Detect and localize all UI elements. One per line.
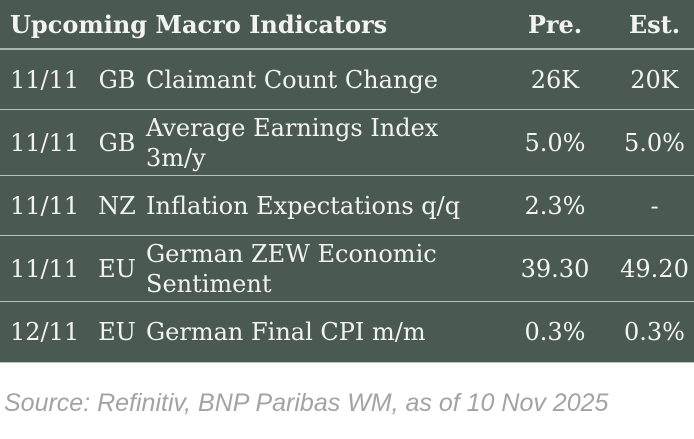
previous-value-cell: 26K <box>530 65 580 94</box>
date-cell: 11/11 <box>10 65 80 94</box>
estimate-value-cell: 20K <box>630 65 679 94</box>
previous-value-cell: 0.3% <box>524 318 586 346</box>
date-cell: 11/11 <box>10 191 80 220</box>
estimate-value-cell: 49.20 <box>620 254 689 283</box>
previous-value-cell: 5.0% <box>524 128 586 157</box>
table-row: 12/11 EU German Final CPI m/m 0.3% 0.3% <box>0 301 694 362</box>
table-row: 11/11 NZ Inflation Expectations q/q 2.3%… <box>0 175 694 235</box>
country-cell: EU <box>98 254 136 283</box>
country-cell: GB <box>98 65 136 94</box>
indicator-cell: German ZEW Economic Sentiment <box>146 239 437 298</box>
date-cell: 11/11 <box>10 128 80 157</box>
table-row: 11/11 GB Claimant Count Change 26K 20K <box>0 50 694 109</box>
table-title: Upcoming Macro Indicators <box>10 9 388 39</box>
table-row: 11/11 GB Average Earnings Index 3m/y 5.0… <box>0 109 694 175</box>
indicator-cell: Average Earnings Index 3m/y <box>146 113 439 172</box>
estimate-value-cell: - <box>650 191 659 220</box>
column-header-estimate: Est. <box>628 9 681 39</box>
column-header-previous: Pre. <box>527 9 583 39</box>
country-cell: EU <box>98 318 136 346</box>
table-body: 11/11 GB Claimant Count Change 26K 20K 1… <box>0 50 694 362</box>
previous-value-cell: 2.3% <box>524 191 586 220</box>
indicator-cell: Inflation Expectations q/q <box>146 191 461 220</box>
table-header-row: Upcoming Macro Indicators Pre. Est. <box>0 0 694 50</box>
previous-value-cell: 39.30 <box>520 254 590 283</box>
date-cell: 11/11 <box>10 254 80 283</box>
estimate-value-cell: 5.0% <box>624 128 685 157</box>
date-cell: 12/11 <box>10 318 80 346</box>
macro-indicators-table: Upcoming Macro Indicators Pre. Est. 11/1… <box>0 0 694 363</box>
table-row: 11/11 EU German ZEW Economic Sentiment 3… <box>0 235 694 301</box>
indicator-cell: Claimant Count Change <box>146 65 438 94</box>
source-attribution: Source: Refinitiv, BNP Paribas WM, as of… <box>4 389 609 417</box>
indicator-cell: German Final CPI m/m <box>146 318 426 346</box>
country-cell: GB <box>98 128 136 157</box>
country-cell: NZ <box>98 191 136 220</box>
estimate-value-cell: 0.3% <box>624 318 685 346</box>
